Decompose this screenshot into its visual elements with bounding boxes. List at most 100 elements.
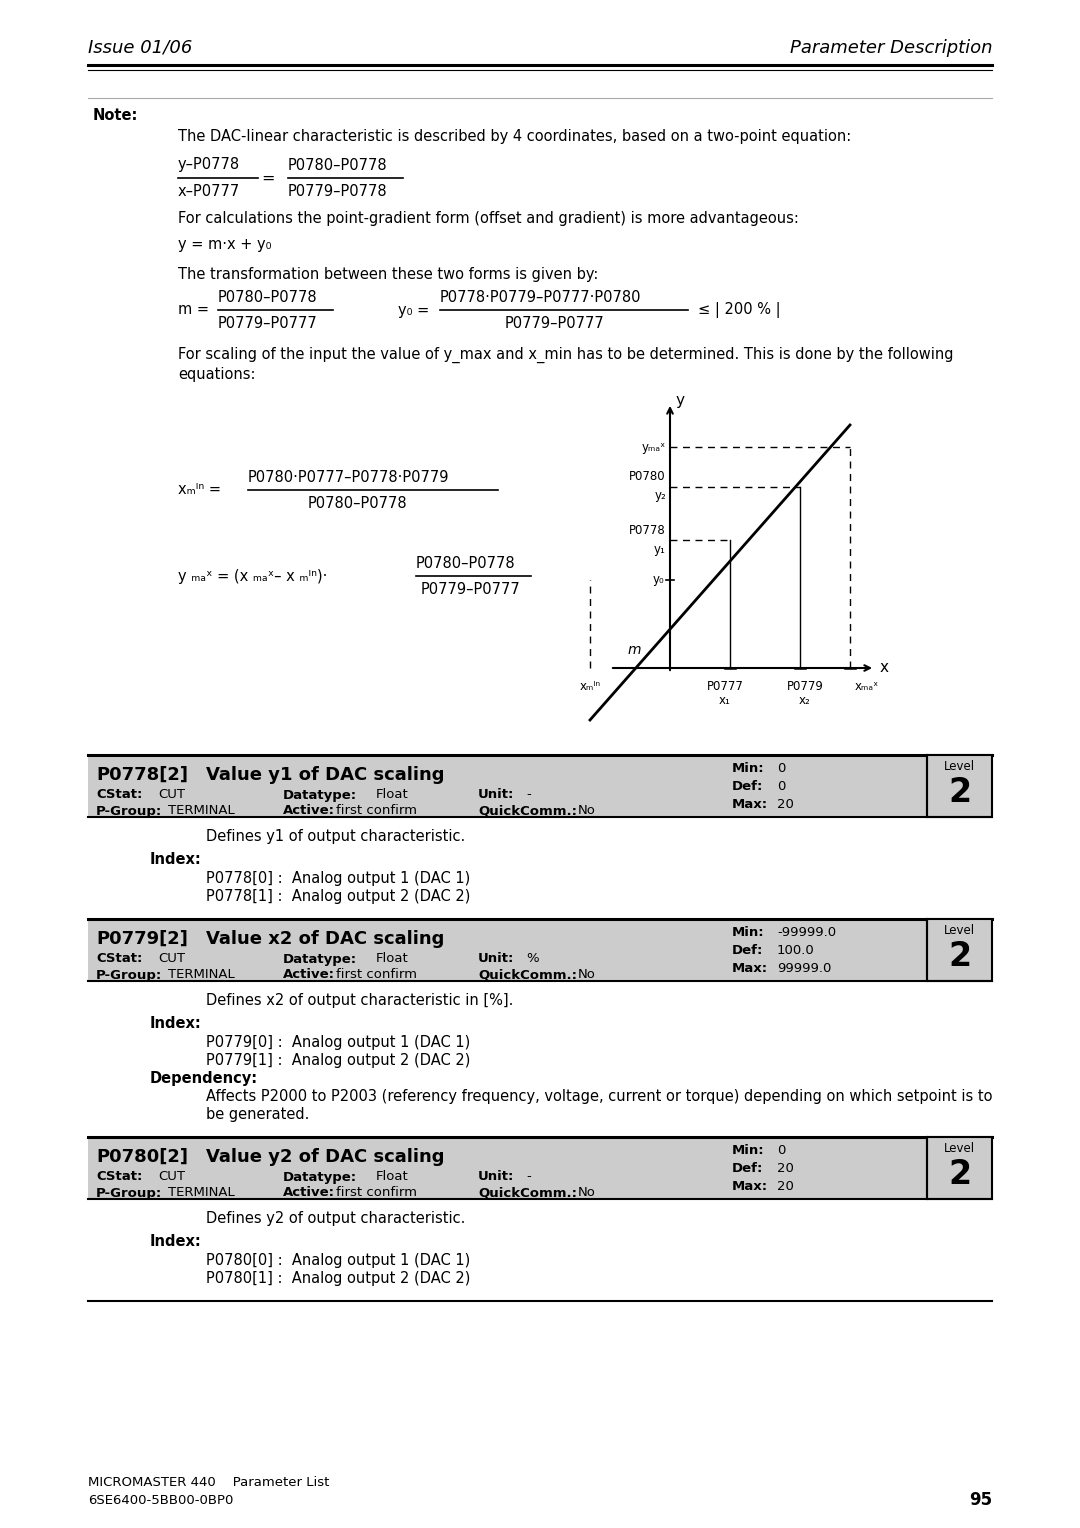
Text: P-Group:: P-Group: (96, 805, 162, 817)
Text: Level: Level (944, 761, 975, 773)
Text: P0778[2]: P0778[2] (96, 766, 188, 784)
Text: P0778[0] :  Analog output 1 (DAC 1): P0778[0] : Analog output 1 (DAC 1) (206, 871, 470, 886)
Text: P0779–P0777: P0779–P0777 (505, 315, 605, 330)
Text: Defines y2 of output characteristic.: Defines y2 of output characteristic. (206, 1212, 465, 1227)
Text: first confirm: first confirm (336, 805, 417, 817)
Text: P0779[1] :  Analog output 2 (DAC 2): P0779[1] : Analog output 2 (DAC 2) (206, 1053, 471, 1068)
Text: Def:: Def: (732, 1163, 764, 1175)
Bar (87, 755, 993, 817)
Text: Active:: Active: (283, 1187, 335, 1199)
Text: yₘₐˣ: yₘₐˣ (642, 440, 666, 454)
Text: Value y1 of DAC scaling: Value y1 of DAC scaling (206, 766, 445, 784)
Text: ≤ | 200 % |: ≤ | 200 % | (698, 303, 781, 318)
Bar (927, 755, 993, 817)
Text: CUT: CUT (158, 952, 185, 966)
Text: x₁: x₁ (719, 694, 731, 706)
Text: Datatype:: Datatype: (283, 952, 357, 966)
Text: 20: 20 (777, 1163, 794, 1175)
Text: xₘᴵⁿ: xₘᴵⁿ (580, 680, 600, 692)
Text: P-Group:: P-Group: (96, 969, 162, 981)
Text: first confirm: first confirm (336, 1187, 417, 1199)
Text: Dependency:: Dependency: (150, 1071, 258, 1086)
Text: P0780–P0778: P0780–P0778 (288, 157, 388, 173)
Text: P0778·P0779–P0777·P0780: P0778·P0779–P0777·P0780 (440, 289, 642, 304)
Text: Def:: Def: (732, 781, 764, 793)
Text: Parameter Description: Parameter Description (789, 40, 993, 57)
Text: 0: 0 (777, 1144, 785, 1158)
Text: TERMINAL: TERMINAL (168, 805, 234, 817)
Text: 2: 2 (948, 1158, 971, 1192)
Text: P0780: P0780 (630, 471, 666, 483)
Text: P0780–P0778: P0780–P0778 (308, 495, 407, 510)
Text: P0779–P0777: P0779–P0777 (421, 582, 521, 596)
Text: QuickComm.:: QuickComm.: (478, 1187, 577, 1199)
Text: CUT: CUT (158, 1170, 185, 1184)
Text: y = m·x + y₀: y = m·x + y₀ (178, 237, 271, 252)
Text: P0779: P0779 (786, 680, 823, 692)
Text: Min:: Min: (732, 762, 765, 776)
Text: Affects P2000 to P2003 (referency frequency, voltage, current or torque) dependi: Affects P2000 to P2003 (referency freque… (206, 1089, 993, 1105)
Text: Unit:: Unit: (478, 1170, 514, 1184)
Text: Float: Float (376, 1170, 408, 1184)
Text: P0780–P0778: P0780–P0778 (218, 289, 318, 304)
Text: P0778: P0778 (630, 524, 666, 536)
Text: No: No (578, 969, 596, 981)
Bar (927, 1137, 993, 1199)
Text: m: m (627, 643, 642, 657)
Text: Max:: Max: (732, 799, 768, 811)
Text: P0779[0] :  Analog output 1 (DAC 1): P0779[0] : Analog output 1 (DAC 1) (206, 1036, 470, 1051)
Text: CStat:: CStat: (96, 952, 143, 966)
Text: 20: 20 (777, 799, 794, 811)
Text: y₀: y₀ (652, 573, 664, 587)
Text: Level: Level (944, 1143, 975, 1155)
Text: -99999.0: -99999.0 (777, 926, 836, 940)
Text: No: No (578, 805, 596, 817)
Text: y₀ =: y₀ = (399, 303, 429, 318)
Text: xₘₐˣ: xₘₐˣ (855, 680, 879, 692)
Text: P0780·P0777–P0778·P0779: P0780·P0777–P0778·P0779 (248, 469, 449, 484)
Text: P0779–P0778: P0779–P0778 (288, 183, 388, 199)
Text: m =: m = (178, 303, 210, 318)
Text: y ₘₐˣ = (x ₘₐˣ– x ₘᴵⁿ)·: y ₘₐˣ = (x ₘₐˣ– x ₘᴵⁿ)· (178, 568, 327, 584)
Text: Def:: Def: (732, 944, 764, 958)
Text: x: x (880, 660, 889, 675)
Text: Issue 01/06: Issue 01/06 (87, 40, 192, 57)
Text: CStat:: CStat: (96, 788, 143, 802)
Text: QuickComm.:: QuickComm.: (478, 969, 577, 981)
Text: Max:: Max: (732, 963, 768, 975)
Text: Unit:: Unit: (478, 952, 514, 966)
Text: xₘᴵⁿ =: xₘᴵⁿ = (178, 483, 221, 498)
Bar (927, 918, 993, 981)
Text: CStat:: CStat: (96, 1170, 143, 1184)
Text: Value y2 of DAC scaling: Value y2 of DAC scaling (206, 1148, 445, 1166)
Text: QuickComm.:: QuickComm.: (478, 805, 577, 817)
Text: Min:: Min: (732, 1144, 765, 1158)
Text: No: No (578, 1187, 596, 1199)
Text: Defines x2 of output characteristic in [%].: Defines x2 of output characteristic in [… (206, 993, 513, 1008)
Text: Index:: Index: (150, 1016, 202, 1030)
Text: Index:: Index: (150, 851, 202, 866)
Text: be generated.: be generated. (206, 1108, 309, 1123)
Text: 0: 0 (777, 781, 785, 793)
Text: P0780[2]: P0780[2] (96, 1148, 188, 1166)
Text: Min:: Min: (732, 926, 765, 940)
Text: Float: Float (376, 952, 408, 966)
Text: y: y (676, 393, 685, 408)
Text: P0779[2]: P0779[2] (96, 931, 188, 947)
Text: P0780[1] :  Analog output 2 (DAC 2): P0780[1] : Analog output 2 (DAC 2) (206, 1271, 471, 1287)
Text: 0: 0 (777, 762, 785, 776)
Text: Level: Level (944, 924, 975, 938)
Text: Datatype:: Datatype: (283, 1170, 357, 1184)
Text: TERMINAL: TERMINAL (168, 969, 234, 981)
Text: equations:: equations: (178, 367, 256, 382)
Text: x₂: x₂ (799, 694, 811, 706)
Text: CUT: CUT (158, 788, 185, 802)
Text: Max:: Max: (732, 1181, 768, 1193)
Text: 99999.0: 99999.0 (777, 963, 832, 975)
Text: Active:: Active: (283, 969, 335, 981)
Bar (87, 918, 993, 981)
Text: P-Group:: P-Group: (96, 1187, 162, 1199)
Text: Active:: Active: (283, 805, 335, 817)
Text: -: - (526, 1170, 530, 1184)
Text: MICROMASTER 440    Parameter List: MICROMASTER 440 Parameter List (87, 1476, 329, 1488)
